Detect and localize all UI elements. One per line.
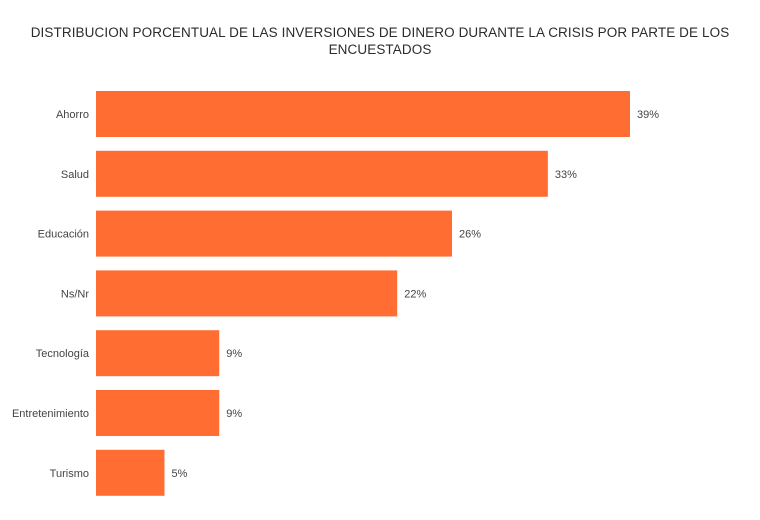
- category-label-turismo: Turismo: [50, 468, 89, 480]
- category-label-ns-nr: Ns/Nr: [61, 288, 89, 300]
- category-label-entretenimiento: Entretenimiento: [12, 408, 89, 420]
- bar-ns-nr: [96, 270, 398, 317]
- bar-tecnologia: [96, 330, 220, 377]
- bar-ahorro: [96, 91, 630, 137]
- category-label-educacion: Educación: [38, 229, 89, 241]
- value-label-turismo: 5%: [171, 468, 187, 480]
- category-label-salud: Salud: [61, 169, 89, 181]
- chart-title: DISTRIBUCION PORCENTUAL DE LAS INVERSION…: [0, 24, 760, 58]
- value-label-educacion: 26%: [459, 229, 481, 241]
- bar-turismo: [96, 449, 165, 496]
- category-label-ahorro: Ahorro: [56, 109, 89, 121]
- bar-entretenimiento: [96, 390, 220, 436]
- chart-title-line-1: DISTRIBUCION PORCENTUAL DE LAS INVERSION…: [30, 25, 730, 40]
- value-label-salud: 33%: [555, 169, 577, 181]
- category-label-tecnologia: Tecnología: [36, 348, 90, 360]
- value-label-tecnologia: 9%: [226, 348, 242, 360]
- bars-layer: Ahorro 39% Salud 33% Educación 26% Ns/Nr 22% Tec…: [12, 91, 659, 496]
- bar-salud: [96, 150, 548, 197]
- value-label-ns-nr: 22%: [404, 288, 426, 300]
- value-label-ahorro: 39%: [637, 109, 659, 121]
- value-label-entretenimiento: 9%: [226, 408, 242, 420]
- bar-educacion: [96, 210, 452, 257]
- chart-title-line-2: ENCUESTADOS: [328, 42, 432, 57]
